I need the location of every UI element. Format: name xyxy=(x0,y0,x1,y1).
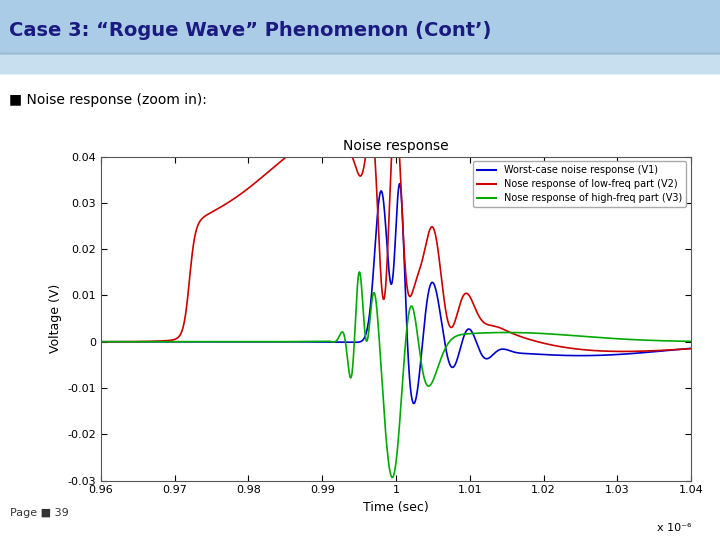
Nose response of low-freq part (V2) xyxy=(310,138,319,145)
Nose response of high-freq part (V3) xyxy=(566,332,575,339)
Nose response of low-freq part (V2) xyxy=(96,339,105,345)
Worst-case noise response (V1) xyxy=(395,180,404,187)
Nose response of low-freq part (V2) xyxy=(566,345,575,352)
Line: Worst-case noise response (V1): Worst-case noise response (V1) xyxy=(101,184,691,403)
Nose response of high-freq part (V3) xyxy=(687,338,696,345)
X-axis label: Time (sec): Time (sec) xyxy=(363,501,429,514)
Bar xyxy=(0,55,720,73)
Worst-case noise response (V1) xyxy=(96,339,105,345)
Nose response of high-freq part (V3) xyxy=(310,338,319,345)
Nose response of high-freq part (V3) xyxy=(355,269,364,275)
Nose response of high-freq part (V3) xyxy=(388,474,397,481)
Worst-case noise response (V1) xyxy=(472,338,480,345)
Text: Page ■ 39: Page ■ 39 xyxy=(10,508,69,518)
Nose response of low-freq part (V2) xyxy=(687,346,696,352)
Nose response of low-freq part (V2) xyxy=(126,339,135,345)
Nose response of high-freq part (V3) xyxy=(446,338,454,344)
Bar xyxy=(0,0,720,51)
Nose response of high-freq part (V3) xyxy=(96,339,105,345)
Nose response of low-freq part (V2) xyxy=(472,307,480,313)
Y-axis label: Voltage (V): Voltage (V) xyxy=(49,284,62,353)
Worst-case noise response (V1) xyxy=(534,351,543,357)
Worst-case noise response (V1) xyxy=(126,339,135,345)
Text: Case 3: “Rogue Wave” Phenomenon (Cont’): Case 3: “Rogue Wave” Phenomenon (Cont’) xyxy=(9,21,491,40)
Title: Noise response: Noise response xyxy=(343,139,449,153)
Nose response of high-freq part (V3) xyxy=(126,339,135,345)
Worst-case noise response (V1) xyxy=(566,352,575,359)
Line: Nose response of low-freq part (V2): Nose response of low-freq part (V2) xyxy=(101,109,691,352)
Worst-case noise response (V1) xyxy=(687,345,696,352)
Text: ■ Noise response (zoom in):: ■ Noise response (zoom in): xyxy=(9,93,207,106)
Worst-case noise response (V1) xyxy=(410,400,418,407)
Nose response of high-freq part (V3) xyxy=(472,330,480,336)
Worst-case noise response (V1) xyxy=(310,339,319,345)
Nose response of low-freq part (V2) xyxy=(446,323,454,330)
Nose response of high-freq part (V3) xyxy=(534,330,543,336)
Nose response of low-freq part (V2) xyxy=(618,348,627,355)
Worst-case noise response (V1) xyxy=(446,362,454,368)
Text: x 10⁻⁶: x 10⁻⁶ xyxy=(657,523,691,533)
Legend: Worst-case noise response (V1), Nose response of low-freq part (V2), Nose respon: Worst-case noise response (V1), Nose res… xyxy=(473,161,686,207)
Nose response of low-freq part (V2) xyxy=(391,106,400,112)
Line: Nose response of high-freq part (V3): Nose response of high-freq part (V3) xyxy=(101,272,691,477)
Nose response of low-freq part (V2) xyxy=(534,339,543,345)
